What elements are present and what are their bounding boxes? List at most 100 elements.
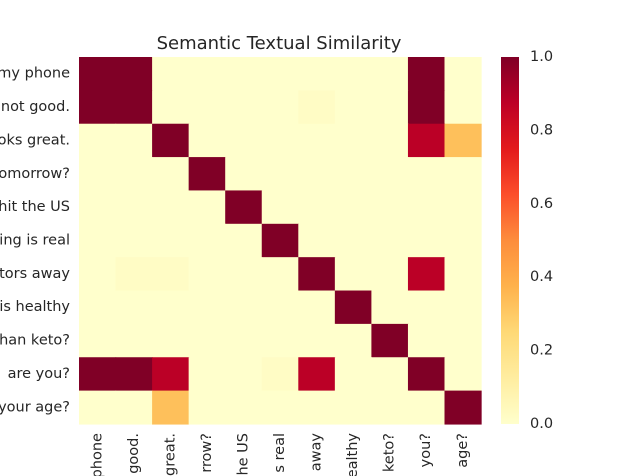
- colorbar-ticks: 0.0 0.2 0.4 0.6 0.8 1.0: [530, 49, 553, 432]
- heatmap-cell: [407, 290, 446, 325]
- column-label: rrow?: [199, 433, 215, 473]
- heatmap-cell: [334, 57, 372, 91]
- column-label: great.: [162, 433, 178, 476]
- heatmap-cell: [79, 323, 117, 358]
- row-label: tors away: [0, 266, 70, 282]
- colorbar-tick-label: 0.8: [530, 122, 553, 138]
- column-label: ealthy: [345, 433, 361, 476]
- heatmap-cell: [79, 157, 117, 192]
- heatmap-cell: [79, 90, 117, 125]
- heatmap-cell: [79, 357, 117, 392]
- heatmap-cell: [407, 90, 446, 125]
- heatmap-cell: [334, 90, 372, 125]
- row-label: my phone: [0, 66, 70, 82]
- heatmap-cell: [79, 390, 117, 425]
- heatmap-cell: [79, 123, 117, 158]
- row-label: oks great.: [0, 132, 70, 148]
- heatmap-cell: [298, 157, 336, 192]
- heatmap-cell: [407, 257, 446, 292]
- heatmap-cell: [334, 390, 372, 425]
- heatmap-cell: [298, 323, 336, 358]
- heatmap-cell: [115, 90, 153, 125]
- heatmap-cell: [298, 90, 336, 125]
- heatmap-cell: [115, 290, 153, 325]
- heatmap-cell: [115, 357, 153, 392]
- heatmap-cell: [152, 257, 190, 292]
- heatmap-cell: [225, 90, 263, 125]
- heatmap-cell: [115, 57, 153, 91]
- heatmap-cell: [225, 223, 263, 258]
- heatmap-cell: [188, 257, 226, 292]
- heatmap-cell: [407, 57, 446, 91]
- colorbar-tick-label: 0.0: [530, 416, 553, 432]
- heatmap-cell: [407, 157, 446, 192]
- heatmap-cell: [188, 190, 226, 225]
- heatmap-cell: [188, 323, 226, 358]
- heatmap-cell: [261, 223, 299, 258]
- column-label: away: [309, 433, 325, 472]
- heatmap-cell: [407, 390, 446, 425]
- heatmap-cell: [152, 390, 190, 425]
- heatmap-cell: [371, 190, 409, 225]
- heatmap-cell: [298, 223, 336, 258]
- heatmap-cell: [225, 290, 263, 325]
- heatmap-cell: [371, 390, 409, 425]
- heatmap-cell: [407, 223, 446, 258]
- heatmap-cell: [298, 357, 336, 392]
- heatmap-cell: [225, 323, 263, 358]
- heatmap-cell: [334, 357, 372, 392]
- heatmap-cell: [298, 57, 336, 91]
- row-label: your age?: [0, 399, 70, 415]
- heatmap-cell: [152, 157, 190, 192]
- heatmap-cell: [225, 357, 263, 392]
- heatmap-cell: [444, 257, 482, 292]
- row-label: omorrow?: [0, 166, 70, 182]
- heatmap-cell: [298, 190, 336, 225]
- heatmap-cell: [188, 90, 226, 125]
- column-labels: phone good. great. rrow? he US s real away ealt…: [89, 433, 470, 476]
- heatmap-cell: [407, 323, 446, 358]
- heatmap-cell: [261, 123, 299, 158]
- heatmap-cell: [188, 290, 226, 325]
- heatmap-cell: [334, 190, 372, 225]
- heatmap-cell: [334, 290, 372, 325]
- heatmap-cells: [79, 57, 482, 425]
- row-label: hit the US: [0, 199, 70, 215]
- heatmap-cell: [152, 123, 190, 158]
- heatmap-cell: [115, 257, 153, 292]
- heatmap-cell: [334, 223, 372, 258]
- row-label: han keto?: [0, 333, 70, 349]
- heatmap-cell: [115, 157, 153, 192]
- colorbar: [501, 57, 519, 424]
- heatmap-cell: [225, 57, 263, 91]
- heatmap-cell: [444, 157, 482, 192]
- heatmap-cell: [261, 57, 299, 91]
- heatmap-cell: [115, 223, 153, 258]
- row-label: are you?: [8, 366, 70, 382]
- column-label: phone: [89, 433, 105, 476]
- heatmap-cell: [334, 157, 372, 192]
- heatmap-cell: [444, 90, 482, 125]
- colorbar-tick-label: 0.2: [530, 343, 553, 359]
- heatmap-cell: [225, 390, 263, 425]
- heatmap-cell: [407, 123, 446, 158]
- heatmap-cell: [152, 190, 190, 225]
- chart-title: Semantic Textual Similarity: [157, 33, 402, 54]
- heatmap-cell: [79, 257, 117, 292]
- heatmap-cell: [115, 123, 153, 158]
- heatmap-cell: [407, 357, 446, 392]
- heatmap-cell: [188, 157, 226, 192]
- column-label: he US: [235, 433, 251, 476]
- heatmap-cell: [188, 123, 226, 158]
- heatmap-cell: [371, 223, 409, 258]
- heatmap-cell: [444, 323, 482, 358]
- heatmap-cell: [152, 290, 190, 325]
- heatmap-cell: [261, 257, 299, 292]
- heatmap-cell: [152, 357, 190, 392]
- heatmap-cell: [225, 190, 263, 225]
- heatmap-cell: [371, 57, 409, 91]
- heatmap-cell: [261, 390, 299, 425]
- heatmap-cell: [152, 57, 190, 91]
- heatmap-cell: [298, 123, 336, 158]
- heatmap-cell: [444, 357, 482, 392]
